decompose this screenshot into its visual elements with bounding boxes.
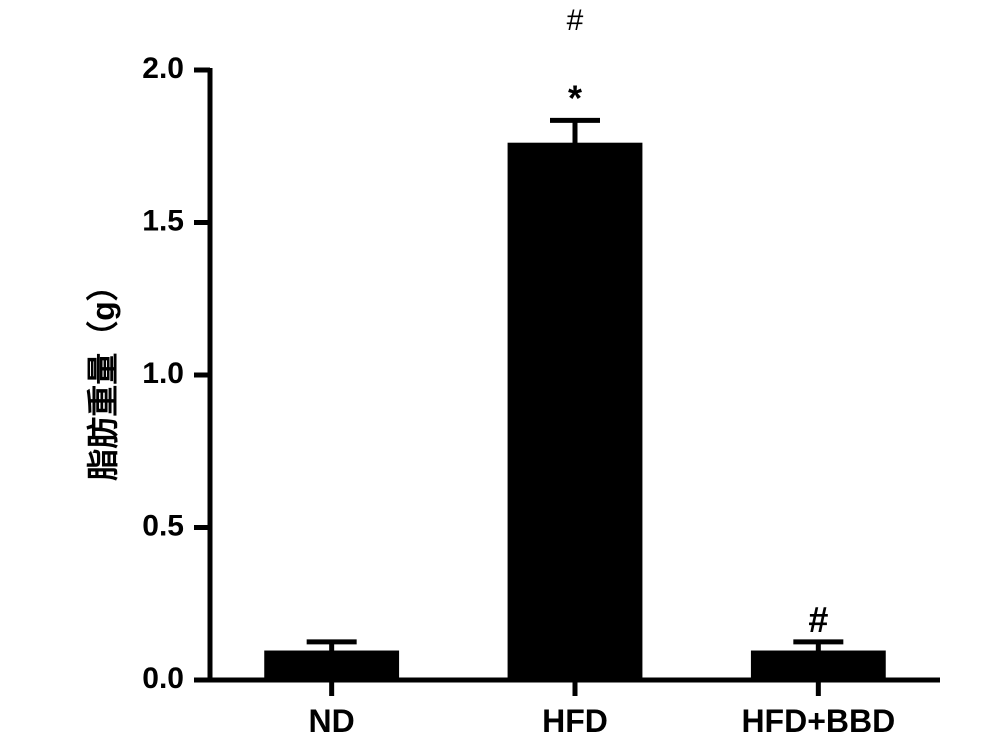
y-axis-label: 脂肪重量（g） — [85, 269, 121, 481]
top-annotation: # — [567, 4, 584, 37]
bar-chart: 0.0 0.5 1.0 1.5 2.0 脂肪重量（g） ND HFD * HFD+BBD # # — [0, 0, 982, 750]
category-label: HFD+BBD — [741, 703, 895, 739]
category-label: HFD — [542, 703, 608, 739]
bar — [751, 651, 885, 680]
ytick-label: 1.5 — [142, 204, 184, 237]
bar — [508, 143, 642, 680]
bar-annotation: * — [568, 77, 582, 118]
ytick-label: 2.0 — [142, 52, 184, 85]
chart-svg: 0.0 0.5 1.0 1.5 2.0 脂肪重量（g） ND HFD * HFD+BBD # # — [0, 0, 982, 750]
bar-annotation: # — [808, 599, 828, 640]
ytick-label: 1.0 — [142, 357, 184, 390]
category-label: ND — [309, 703, 355, 739]
bar — [265, 651, 399, 680]
ytick-label: 0.5 — [142, 509, 184, 542]
ytick-label: 0.0 — [142, 662, 184, 695]
